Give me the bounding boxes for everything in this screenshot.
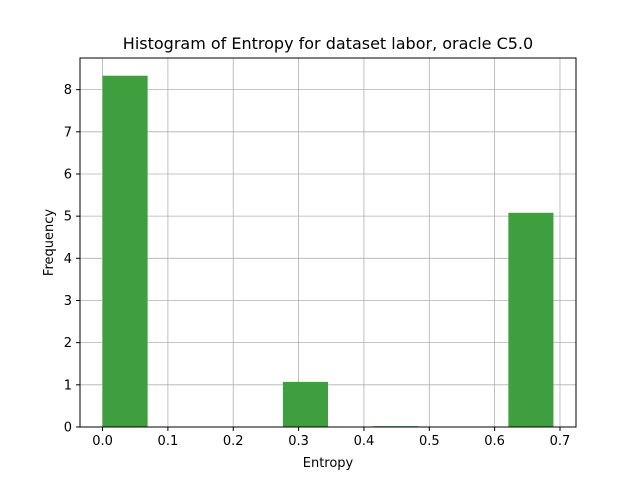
y-tick-label: 4 [64,252,72,267]
x-axis-label: Entropy [303,456,354,471]
y-tick-label: 8 [64,83,72,98]
y-tick-label: 5 [64,210,72,225]
x-tick-label: 0.0 [92,434,113,449]
y-tick-label: 3 [64,294,72,309]
y-tick-label: 1 [64,378,72,393]
bars [102,75,554,427]
plot-frame [79,57,577,428]
histogram-bar [282,381,328,427]
ticks: 0.0 0.1 0.2 0.3 0.4 0.5 0.6 0.7 0 1 2 3 4 5 6 7 8 [64,83,571,449]
x-tick-label: 0.5 [419,434,440,449]
x-tick-label: 0.4 [354,434,375,449]
y-tick-label: 2 [64,336,72,351]
y-tick-label: 6 [64,167,72,182]
y-axis-label: Frequency [42,209,57,276]
x-tick-label: 0.7 [550,434,571,449]
chart-title: Histogram of Entropy for dataset labor, … [123,34,533,53]
x-tick-label: 0.3 [288,434,309,449]
x-tick-label: 0.2 [223,434,244,449]
histogram-bar [102,75,148,427]
x-tick-label: 0.6 [484,434,505,449]
x-tick-label: 0.1 [158,434,179,449]
histogram-bar [508,212,554,427]
y-tick-label: 0 [64,421,72,436]
y-tick-label: 7 [64,125,72,140]
